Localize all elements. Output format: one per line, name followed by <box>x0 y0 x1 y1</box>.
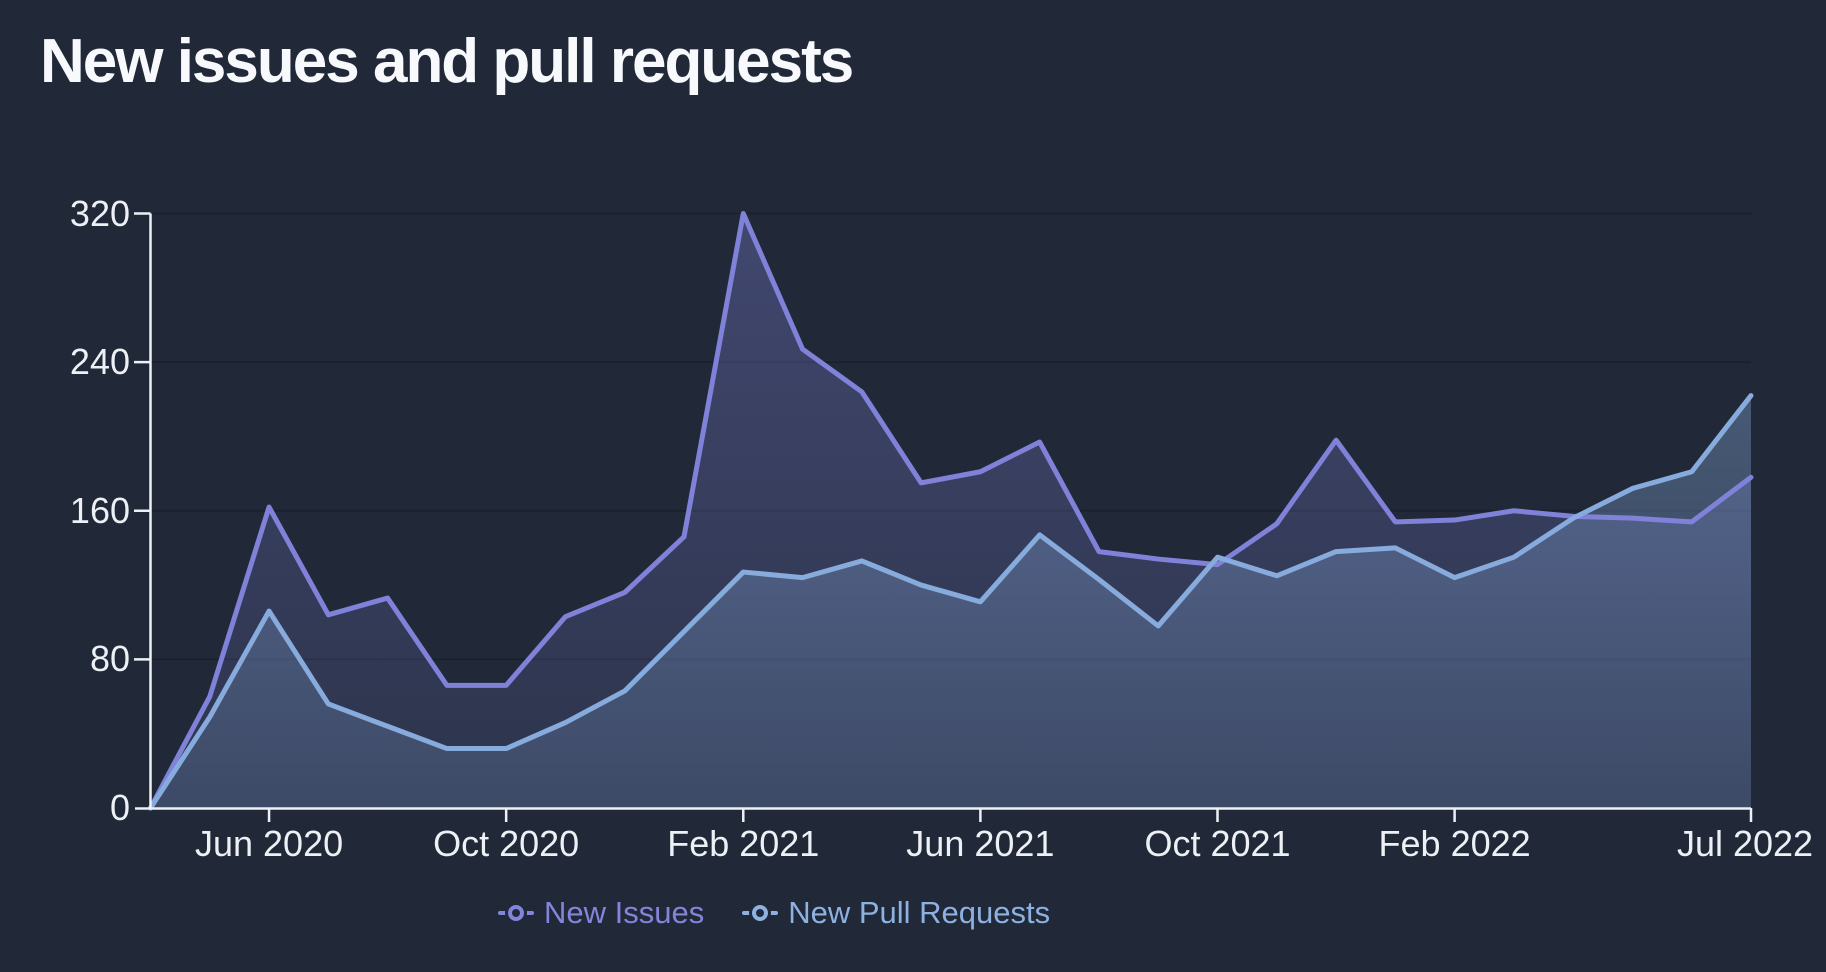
page-title: New issues and pull requests <box>40 27 854 96</box>
line-new-pull-requests <box>148 393 1754 811</box>
legend: New Issues New Pull Requests <box>498 896 1050 930</box>
legend-label: New Pull Requests <box>788 895 1051 930</box>
x-axis-tick-label: Feb 2022 <box>1378 823 1531 864</box>
x-axis-tick-label: Jul 2022 <box>1676 823 1814 864</box>
y-axis-tick-label: 0 <box>109 787 130 828</box>
x-axis-tick-label: Oct 2021 <box>1144 823 1291 864</box>
x-axis-tick-label: Oct 2020 <box>433 823 580 864</box>
legend-label: New Issues <box>544 895 705 930</box>
line-circle-marker-icon <box>498 904 534 922</box>
y-axis-tick-label: 160 <box>69 489 130 531</box>
area-new-pull-requests <box>150 395 1751 808</box>
x-axis-tick-label: Jun 2020 <box>194 823 344 864</box>
line-new-issues <box>148 211 1754 811</box>
line-circle-marker-icon <box>742 904 779 922</box>
y-axis-tick-label: 240 <box>69 341 130 383</box>
x-axis-tick-label: Feb 2021 <box>667 823 820 864</box>
x-axis-tick-label: Jun 2021 <box>906 823 1055 864</box>
legend-item-new-pull-requests[interactable]: New Pull Requests <box>742 896 1050 930</box>
y-axis-tick-label: 320 <box>69 192 130 234</box>
y-axis-tick-label: 80 <box>89 638 130 680</box>
legend-item-new-issues[interactable]: New Issues <box>498 896 704 930</box>
